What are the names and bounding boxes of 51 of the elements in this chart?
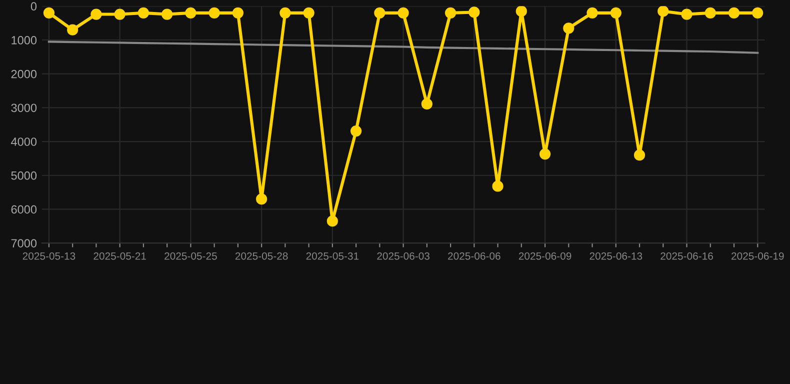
- point: [539, 148, 551, 160]
- point: [208, 7, 220, 18]
- x-tick-label: 2025-05-21: [94, 252, 146, 260]
- point: [185, 7, 196, 18]
- point: [421, 98, 432, 110]
- point: [516, 6, 527, 17]
- y-tick-label: 0: [30, 2, 37, 11]
- point: [256, 194, 268, 205]
- point: [280, 7, 291, 18]
- point: [728, 7, 740, 18]
- y-tick-label: 7000: [11, 239, 37, 248]
- x-tick-label: 2025-06-13: [590, 252, 642, 260]
- x-tick-label: 2025-06-16: [660, 252, 713, 260]
- point: [67, 24, 78, 36]
- point: [492, 180, 504, 192]
- point: [468, 6, 480, 18]
- x-tick-label: 2025-06-03: [377, 252, 430, 260]
- point: [232, 7, 244, 18]
- x-tick-label: 2025-06-06: [448, 252, 500, 260]
- y-tick-label: 2000: [11, 70, 37, 78]
- point: [326, 216, 338, 227]
- point: [350, 125, 362, 137]
- y-tick-label: 4000: [11, 138, 37, 146]
- x-tick-label: 2025-05-28: [235, 252, 288, 260]
- x-tick-label: 2025-05-31: [306, 252, 359, 260]
- x-tick-label: 2025-06-09: [518, 252, 572, 260]
- y-tick-label: 3000: [11, 104, 37, 112]
- point: [634, 150, 646, 161]
- point: [43, 7, 55, 18]
- y-tick-label: 6000: [11, 205, 37, 214]
- y-tick-label: 1000: [12, 36, 37, 44]
- point: [138, 7, 150, 18]
- point: [398, 7, 409, 18]
- point: [586, 7, 598, 18]
- x-tick-label: 2025-05-13: [22, 252, 76, 260]
- point: [658, 6, 669, 17]
- point: [563, 22, 574, 34]
- point: [681, 8, 692, 20]
- x-tick-label: 2025-05-25: [164, 252, 217, 260]
- point: [114, 8, 126, 20]
- point: [704, 7, 716, 18]
- point: [162, 8, 173, 20]
- y-tick-label: 5000: [11, 171, 37, 180]
- point: [374, 7, 386, 18]
- point: [752, 7, 764, 18]
- point: [444, 7, 456, 18]
- point: [90, 8, 102, 20]
- point: [303, 7, 314, 18]
- x-tick-label: 2025-06-19: [732, 252, 784, 260]
- line-series: [48, 40, 759, 54]
- point: [610, 7, 622, 18]
